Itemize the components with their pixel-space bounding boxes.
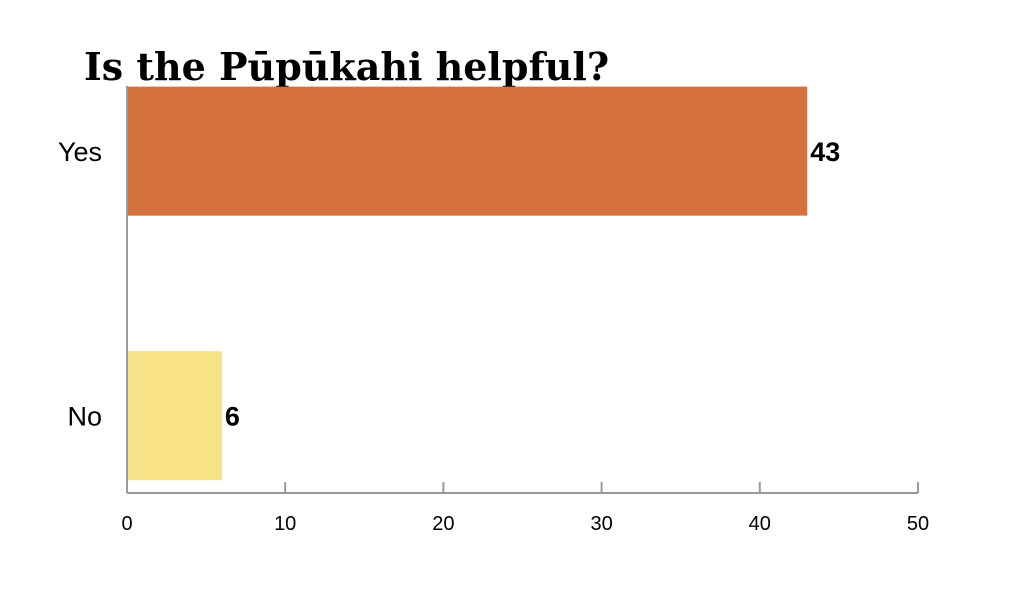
x-tick-label-50: 50 bbox=[907, 513, 929, 535]
chart-title: Is the Pūpūkahi helpful? bbox=[84, 44, 609, 89]
value-label-yes: 43 bbox=[810, 137, 840, 167]
bars-layer bbox=[127, 86, 808, 481]
x-tick-label-0: 0 bbox=[121, 513, 132, 535]
bar-no bbox=[127, 351, 222, 481]
category-label-yes: Yes bbox=[58, 137, 102, 167]
value-label-no: 6 bbox=[225, 402, 240, 432]
category-label-no: No bbox=[67, 402, 102, 432]
labels-layer: Yes 43 No 6 bbox=[58, 137, 840, 432]
x-axis: 0 10 20 30 40 50 bbox=[121, 86, 929, 535]
x-tick-label-40: 40 bbox=[749, 513, 771, 535]
x-tick-label-20: 20 bbox=[432, 513, 454, 535]
bar-yes bbox=[127, 86, 808, 216]
x-tick-label-10: 10 bbox=[274, 513, 296, 535]
x-tick-label-30: 30 bbox=[590, 513, 612, 535]
